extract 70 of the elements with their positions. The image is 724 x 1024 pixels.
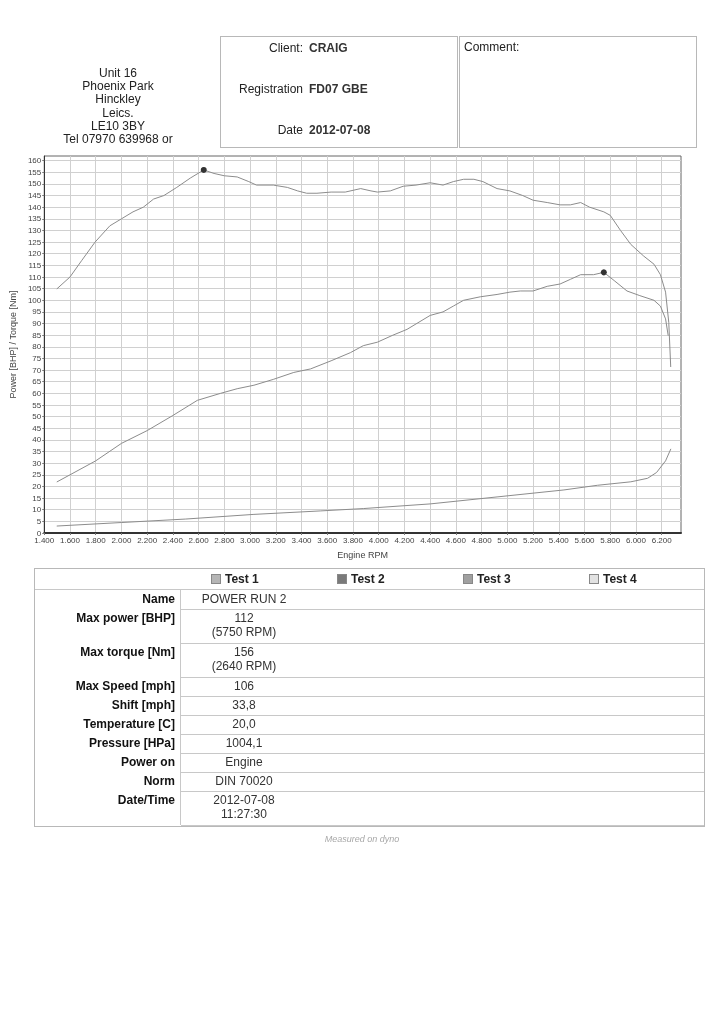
- y-tick-label: 60: [32, 388, 42, 398]
- x-tick-label: 6.200: [651, 535, 673, 545]
- y-tick-label: 15: [32, 493, 42, 503]
- x-tick-label: 2.600: [188, 535, 210, 545]
- y-tick-label: 50: [32, 412, 42, 422]
- y-tick-label: 160: [27, 156, 42, 166]
- x-tick-label: 3.400: [291, 535, 313, 545]
- x-tick-label: 2.800: [214, 535, 235, 545]
- x-axis-title: Engine RPM: [337, 549, 388, 560]
- y-tick-label: 120: [27, 249, 42, 259]
- y-tick-label: 10: [32, 505, 42, 515]
- y-axis-title: Power [BHP] / Torque [Nm]: [7, 290, 18, 399]
- x-tick-label: 5.000: [497, 535, 518, 545]
- y-tick-label: 35: [32, 447, 42, 457]
- y-tick-label: 100: [27, 295, 42, 305]
- x-tick-label: 2.400: [162, 535, 184, 545]
- x-tick-label: 3.200: [265, 535, 287, 545]
- y-tick-label: 135: [27, 214, 42, 224]
- text: Measured on dyno: [323, 833, 401, 846]
- x-tick-label: 4.200: [394, 535, 415, 545]
- text: Leics.: [101, 106, 135, 120]
- y-tick-label: 25: [32, 470, 42, 480]
- y-tick-label: 40: [32, 435, 42, 445]
- x-tick-label: 5.800: [600, 535, 621, 545]
- info-panel: Client: CRAIG Registration FD07 GBE Date 2012-07-08: [220, 36, 458, 148]
- y-tick-label: 30: [32, 458, 42, 468]
- text: Hinckley: [94, 92, 142, 106]
- x-tick-label: 4.600: [445, 535, 467, 545]
- y-tick-label: 140: [27, 202, 42, 212]
- y-tick-label: 85: [32, 330, 42, 340]
- x-tick-label: 1.800: [85, 535, 107, 545]
- y-tick-label: 0: [36, 528, 42, 538]
- y-tick-label: 110: [28, 272, 42, 282]
- text: LE10 3BY: [89, 119, 146, 133]
- text: Phoenix Park: [81, 79, 155, 93]
- y-tick-label: 105: [27, 284, 42, 294]
- y-tick-label: 70: [32, 365, 42, 375]
- x-tick-label: 2.000: [111, 535, 132, 545]
- y-tick-label: 20: [32, 481, 42, 491]
- x-tick-label: 4.400: [420, 535, 441, 545]
- x-tick-label: 3.800: [342, 535, 364, 545]
- x-tick-label: 5.400: [548, 535, 570, 545]
- x-tick-label: 5.200: [523, 535, 544, 545]
- y-tick-label: 90: [32, 319, 42, 329]
- x-tick-label: 3.600: [317, 535, 338, 545]
- y-tick-label: 55: [32, 400, 42, 410]
- y-tick-label: 125: [27, 237, 42, 247]
- x-tick-label: 1.400: [34, 535, 55, 545]
- y-tick-label: 155: [27, 167, 42, 177]
- y-tick-label: 65: [32, 377, 42, 387]
- y-tick-label: 80: [32, 342, 42, 352]
- y-tick-label: 95: [32, 307, 42, 317]
- y-tick-label: 75: [32, 353, 42, 363]
- y-tick-label: 130: [27, 225, 42, 235]
- x-tick-label: 4.800: [471, 535, 493, 545]
- results-table: Test 1 Test 2 Test 3 Test 4 Name POWER RUN 2 Max power [BHP] 112 (5750 RPM) Max torque [Nm] 156 (2640 RPM) Max Speed [mph] 106 Shift [mph] 33,8 Temperature [C] 20,0 Pressure [HPa] 1004,1 Power on Engine Norm DIN 70020 Date/Time 2012-07-08 11:27:30: [34, 568, 705, 827]
- y-tick-label: 115: [28, 260, 42, 270]
- text: Tel 07970 639968 or: [62, 132, 174, 146]
- x-tick-label: 1.600: [59, 535, 81, 545]
- x-tick-label: 4.000: [368, 535, 390, 545]
- text: Unit 16: [98, 66, 138, 80]
- x-tick-label: 2.200: [137, 535, 158, 545]
- y-tick-label: 150: [27, 179, 42, 189]
- x-tick-label: 3.000: [240, 535, 261, 545]
- x-tick-label: 5.600: [574, 535, 596, 545]
- y-tick-label: 45: [32, 423, 42, 433]
- comment-panel: Comment:: [459, 36, 697, 148]
- y-tick-label: 5: [36, 516, 42, 526]
- x-tick-label: 6.000: [625, 535, 647, 545]
- y-tick-label: 145: [27, 191, 42, 201]
